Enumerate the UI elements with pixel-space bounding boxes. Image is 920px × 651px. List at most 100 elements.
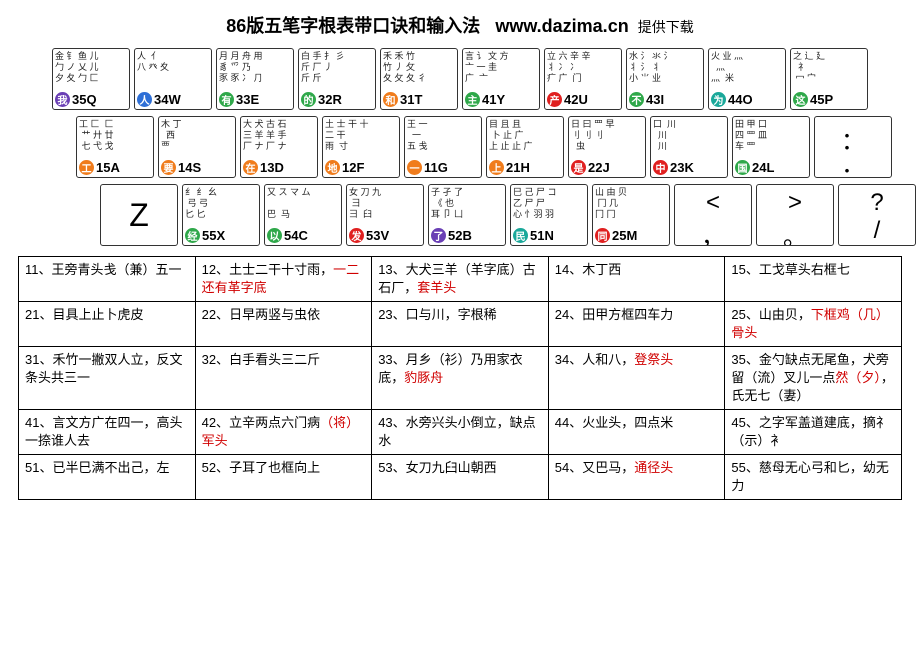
- key-char-dot: 为: [711, 92, 726, 107]
- key-char-dot: 是: [571, 160, 586, 175]
- key-char-dot: 工: [79, 160, 94, 175]
- table-row: 51、已半巳满不出己，左52、子耳了也框向上53、女刀九臼山朝西54、又巴马，通…: [19, 455, 902, 500]
- key-glyphs: 大 犬 古 石 三 羊 羊 手 厂 ナ 厂 ナ: [243, 119, 315, 159]
- key-char-dot: 发: [349, 228, 364, 243]
- mnemonic-cell: 52、子耳了也框向上: [195, 455, 372, 500]
- table-row: 41、言文方广在四一，高头一捺谁人去42、立辛两点六门病（将）军头43、水旁兴头…: [19, 410, 902, 455]
- key-cell: 木 丁 西 覀要14S: [158, 116, 236, 178]
- mnemonic-cell: 55、慈母无心弓和匕，幼无力: [725, 455, 902, 500]
- key-footer: 民51N: [513, 227, 585, 244]
- mnemonic-cell: 14、木丁西: [548, 257, 725, 302]
- key-footer: 同25M: [595, 227, 667, 244]
- mnemonic-cell: 22、日早两竖与虫依: [195, 302, 372, 347]
- key-cell: 巳 己 尸 コ 乙 尸 尸 心 忄羽 羽民51N: [510, 184, 588, 246]
- key-footer: 发53V: [349, 227, 421, 244]
- key-code: 22J: [588, 160, 610, 175]
- mnemonic-cell: 23、口与川，字根稀: [372, 302, 549, 347]
- mnemonic-cell: 33、月乡（衫）乃用家衣底，豹豚舟: [372, 347, 549, 410]
- key-char-dot: 民: [513, 228, 528, 243]
- key-cell: 又 ス マ ム 巴 马以54C: [264, 184, 342, 246]
- key-cell: 禾 禾 竹 竹 丿 攵 夂 攵 夂 彳和31T: [380, 48, 458, 110]
- key-code: 52B: [448, 228, 472, 243]
- mnemonic-cell: 31、禾竹一撇双人立，反文条头共三一: [19, 347, 196, 410]
- key-glyphs: 日 曰 罒 早 刂 刂 刂 虫: [571, 119, 643, 159]
- key-footer: 主41Y: [465, 91, 537, 108]
- key-cell: 王 一 一 五 戋一11G: [404, 116, 482, 178]
- key-code: 54C: [284, 228, 308, 243]
- title-url: www.dazima.cn: [495, 16, 628, 36]
- mnemonic-cell: 35、金勺缺点无尾鱼，犬旁留（流）叉儿一点然（夕），氏无七（妻）: [725, 347, 902, 410]
- key-glyphs: 女 刀 九 彐 彐 臼: [349, 187, 421, 227]
- key-cell: 人 亻 八 癶 夊人34W: [134, 48, 212, 110]
- page-title: 86版五笔字根表带口诀和输入法 www.dazima.cn 提供下载: [18, 12, 902, 38]
- key-cell: 纟 纟 幺 弓 弓 匕 匕经55X: [182, 184, 260, 246]
- key-char-dot: 地: [325, 160, 340, 175]
- key-cell: 之 辶 廴 礻 冖 宀 这45P: [790, 48, 868, 110]
- key-cell: 山 由 贝 冂 几 冂 冂同25M: [592, 184, 670, 246]
- key-cell: 白 手 扌 彡 斤 厂 丿 斤 斤的32R: [298, 48, 376, 110]
- key-char-dot: 了: [431, 228, 446, 243]
- key-footer: 国24L: [735, 159, 807, 176]
- key-footer: 在13D: [243, 159, 315, 176]
- key-glyphs: 月 月 舟 用 豸 爫 乃 豕 豕 冫 ⺆: [219, 51, 291, 91]
- mnemonic-cell: 45、之字军盖道建底，摘礻（示）衤: [725, 410, 902, 455]
- key-footer: 工15A: [79, 159, 151, 176]
- key-code: 44O: [728, 92, 753, 107]
- key-footer: 要14S: [161, 159, 233, 176]
- key-code: 13D: [260, 160, 284, 175]
- key-cell: 立 六 辛 辛 丬 冫 冫 疒 广 门产42U: [544, 48, 622, 110]
- key-footer: 经55X: [185, 227, 257, 244]
- mnemonic-cell: 34、人和八，登祭头: [548, 347, 725, 410]
- key-cell: 言 讠 文 方 亠 一 圭 广 亠 主41Y: [462, 48, 540, 110]
- key-code: 55X: [202, 228, 225, 243]
- key-char-dot: 人: [137, 92, 152, 107]
- key-glyphs: 人 亻 八 癶 夊: [137, 51, 209, 91]
- key-glyphs: 金 钅 鱼 儿 勹 ノ 乂 儿 夕 夂 勹 匚: [55, 51, 127, 91]
- key-code: 51N: [530, 228, 554, 243]
- key-footer: 人34W: [137, 91, 209, 108]
- key-footer: 的32R: [301, 91, 373, 108]
- mnemonic-cell: 15、工戈草头右框七: [725, 257, 902, 302]
- mnemonic-cell: 25、山由贝，下框鸡（几）骨头: [725, 302, 902, 347]
- key-footer: 了52B: [431, 227, 503, 244]
- key-char-dot: 我: [55, 92, 70, 107]
- key-footer: 地12F: [325, 159, 397, 176]
- keyboard-row: 工 匚 匚 艹 廾 廿 七 弋 戈工15A木 丁 西 覀要14S大 犬 古 石 …: [76, 116, 892, 178]
- key-code: 14S: [178, 160, 201, 175]
- key-code: 15A: [96, 160, 120, 175]
- mnemonic-cell: 53、女刀九臼山朝西: [372, 455, 549, 500]
- mnemonic-cell: 43、水旁兴头小倒立，缺点水: [372, 410, 549, 455]
- mnemonic-cell: 51、已半巳满不出己，左: [19, 455, 196, 500]
- key-char-dot: 国: [735, 160, 750, 175]
- key-punct: ：；: [815, 117, 891, 177]
- key-glyphs: 山 由 贝 冂 几 冂 冂: [595, 187, 667, 227]
- mnemonic-cell: 13、大犬三羊（羊字底）古石厂，套羊头: [372, 257, 549, 302]
- key-punct: ?/: [839, 185, 915, 245]
- key-cell: 土 士 干 十 二 干 雨 寸地12F: [322, 116, 400, 178]
- key-glyphs: 火 业 灬 灬 灬 米: [711, 51, 783, 91]
- key-glyphs: 土 士 干 十 二 干 雨 寸: [325, 119, 397, 159]
- key-char-dot: 中: [653, 160, 668, 175]
- key-code: 53V: [366, 228, 389, 243]
- table-row: 11、王旁青头戋（兼）五一12、土士二干十寸雨，一二还有革字底13、大犬三羊（羊…: [19, 257, 902, 302]
- key-code: 11G: [424, 160, 448, 175]
- mnemonic-cell: 12、土士二干十寸雨，一二还有革字底: [195, 257, 372, 302]
- key-glyphs: 禾 禾 竹 竹 丿 攵 夂 攵 夂 彳: [383, 51, 455, 91]
- key-footer: 中23K: [653, 159, 725, 176]
- mnemonic-cell: 41、言文方广在四一，高头一捺谁人去: [19, 410, 196, 455]
- key-glyphs: 言 讠 文 方 亠 一 圭 广 亠: [465, 51, 537, 91]
- key-char-dot: 要: [161, 160, 176, 175]
- key-footer: 一11G: [407, 159, 479, 176]
- key-glyphs: 纟 纟 幺 弓 弓 匕 匕: [185, 187, 257, 227]
- key-footer: 不43I: [629, 91, 701, 108]
- key-footer: 是22J: [571, 159, 643, 176]
- key-glyphs: 又 ス マ ム 巴 马: [267, 187, 339, 227]
- key-footer: 产42U: [547, 91, 619, 108]
- mnemonic-cell: 54、又巴马，通径头: [548, 455, 725, 500]
- key-code: 21H: [506, 160, 530, 175]
- key-char-dot: 以: [267, 228, 282, 243]
- key-cell: 子 孑 了 《 也 耳 卩 凵了52B: [428, 184, 506, 246]
- key-cell: 女 刀 九 彐 彐 臼发53V: [346, 184, 424, 246]
- key-glyphs: 口 川 川 川: [653, 119, 725, 159]
- mnemonic-table: 11、王旁青头戋（兼）五一12、土士二干十寸雨，一二还有革字底13、大犬三羊（羊…: [18, 256, 902, 500]
